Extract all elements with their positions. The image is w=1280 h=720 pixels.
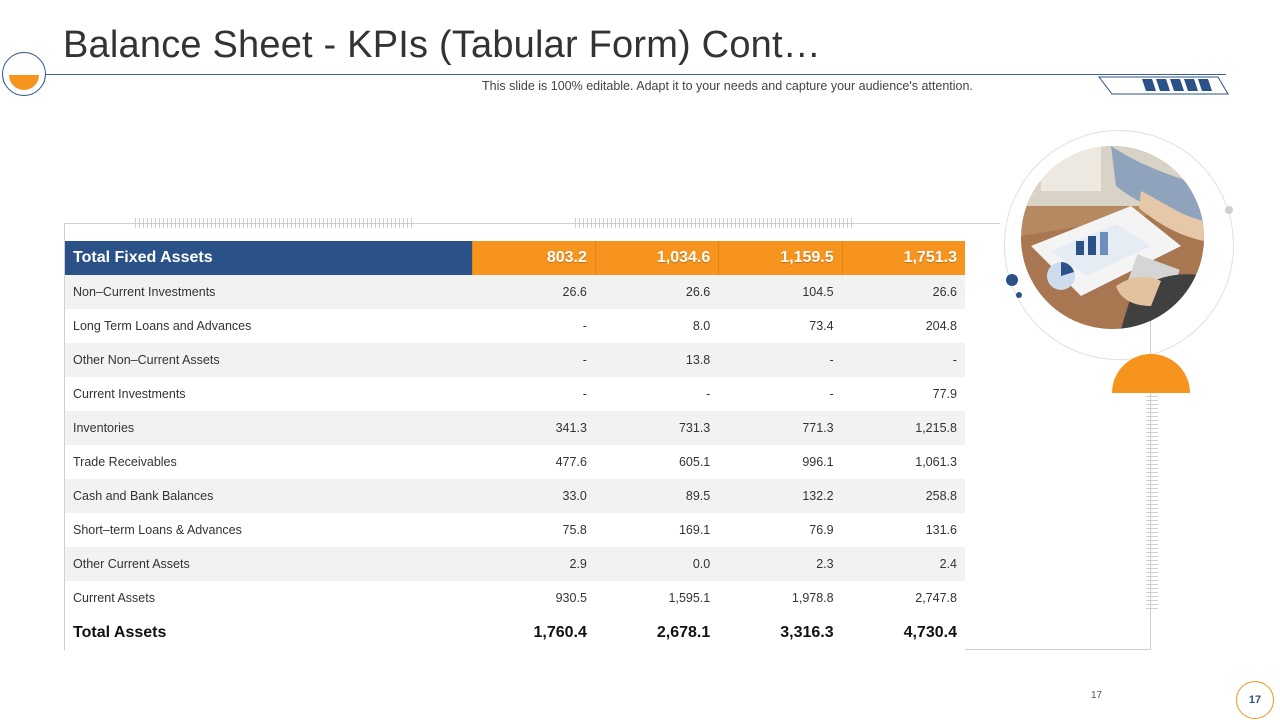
cell-value: 75.8 [562, 523, 587, 537]
cell-value: 104.5 [802, 285, 834, 299]
business-meeting-photo [1021, 146, 1204, 329]
cell-value: 2.3 [816, 557, 834, 571]
cell-value: 3,316.3 [780, 624, 834, 641]
cell-value: 26.6 [932, 285, 957, 299]
table-row: Short–term Loans & Advances 75.8 169.1 7… [65, 513, 965, 547]
table-row: Cash and Bank Balances 33.0 89.5 132.2 2… [65, 479, 965, 513]
cell-value: 2,678.1 [656, 624, 711, 641]
cell-value: 1,595.1 [668, 591, 711, 605]
cell-value: 0.0 [692, 557, 711, 571]
cell-value: - [582, 387, 587, 401]
table-row: Long Term Loans and Advances - 8.0 73.4 … [65, 309, 965, 343]
row-label: Current Investments [73, 387, 186, 401]
cell-value: 2.9 [569, 557, 587, 571]
decor-dot-large [1006, 274, 1018, 286]
row-label: Current Assets [73, 591, 155, 605]
cell-value: 131.6 [925, 523, 957, 537]
cell-value: 2.4 [939, 557, 957, 571]
row-label: Total Assets [73, 624, 167, 641]
balance-sheet-table: Total Fixed Assets 803.2 1,034.6 1,159.5… [65, 241, 965, 651]
row-label: Cash and Bank Balances [73, 489, 214, 503]
page-title: Balance Sheet - KPIs (Tabular Form) Cont… [63, 24, 821, 66]
vertical-tick-band [1146, 396, 1158, 610]
cell-value: 26.6 [562, 285, 587, 299]
cell-value: 13.8 [685, 353, 711, 367]
cell-value: 4,730.4 [903, 624, 957, 641]
decor-dot-gray [1225, 206, 1233, 214]
cell-value: - [829, 387, 834, 401]
cell-value: 1,159.5 [718, 241, 842, 275]
table-row: Current Assets 930.5 1,595.1 1,978.8 2,7… [65, 581, 965, 615]
tick-band-right [575, 218, 855, 228]
page-subtitle: This slide is 100% editable. Adapt it to… [482, 79, 973, 93]
cell-value: - [582, 319, 587, 333]
cell-value: 930.5 [555, 591, 587, 605]
cell-value: 8.0 [692, 319, 711, 333]
row-label: Total Fixed Assets [73, 249, 213, 266]
cell-value: 1,215.8 [915, 421, 957, 435]
decor-dot-small [1016, 292, 1022, 298]
table-row: Current Investments - - - 77.9 [65, 377, 965, 411]
cell-value: 258.8 [925, 489, 957, 503]
table-row: Inventories 341.3 731.3 771.3 1,215.8 [65, 411, 965, 445]
cell-value: 73.4 [809, 319, 834, 333]
cell-value: 1,978.8 [791, 591, 834, 605]
cell-value: - [706, 387, 711, 401]
logo-half-circle [9, 75, 39, 90]
row-label: Other Current Assets [73, 557, 190, 571]
table-row: Other Non–Current Assets - 13.8 - - [65, 343, 965, 377]
cell-value: 169.1 [678, 523, 711, 537]
row-label: Trade Receivables [73, 455, 177, 469]
cell-value: - [829, 353, 834, 367]
tick-band-left [135, 218, 415, 228]
cell-value: - [582, 353, 587, 367]
cell-value: - [952, 353, 957, 367]
cell-value: 204.8 [925, 319, 957, 333]
page-number-small: 17 [1091, 690, 1103, 701]
cell-value: 77.9 [932, 387, 957, 401]
cell-value: 803.2 [471, 241, 595, 275]
cell-value: 1,061.3 [915, 455, 957, 469]
row-label: Non–Current Investments [73, 285, 216, 299]
cell-value: 1,034.6 [594, 241, 719, 275]
cell-value: 89.5 [685, 489, 711, 503]
header-divider [46, 74, 1226, 75]
table-row: Non–Current Investments 26.6 26.6 104.5 … [65, 275, 965, 309]
cell-value: 26.6 [685, 285, 711, 299]
table-row: Trade Receivables 477.6 605.1 996.1 1,06… [65, 445, 965, 479]
cell-value: 771.3 [802, 421, 834, 435]
cell-value: 2,747.8 [915, 591, 957, 605]
cell-value: 341.3 [555, 421, 587, 435]
row-label: Short–term Loans & Advances [73, 523, 242, 537]
cell-value: 132.2 [802, 489, 834, 503]
cell-value: 996.1 [802, 455, 834, 469]
table-total-row: Total Assets 1,760.4 2,678.1 3,316.3 4,7… [65, 615, 965, 651]
page-number-badge: 17 [1236, 681, 1274, 719]
cell-value: 1,751.3 [841, 241, 965, 275]
cell-value: 1,760.4 [533, 624, 587, 641]
cell-value: 33.0 [562, 489, 587, 503]
table-row: Other Current Assets 2.9 0.0 2.3 2.4 [65, 547, 965, 581]
row-label: Other Non–Current Assets [73, 353, 220, 367]
photo-ring [1004, 130, 1234, 360]
row-label: Long Term Loans and Advances [73, 319, 252, 333]
cell-value: 76.9 [809, 523, 834, 537]
cell-value: 731.3 [678, 421, 711, 435]
row-label: Inventories [73, 421, 135, 435]
cell-value: 605.1 [678, 455, 711, 469]
table-header-row: Total Fixed Assets 803.2 1,034.6 1,159.5… [65, 241, 965, 275]
header-stripes-decoration [1098, 76, 1229, 95]
cell-value: 477.6 [555, 455, 587, 469]
